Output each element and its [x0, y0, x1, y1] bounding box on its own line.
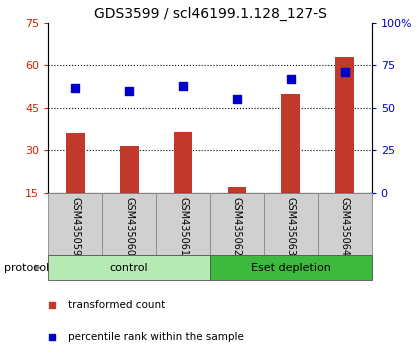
- Bar: [48, 255, 210, 280]
- Point: [287, 76, 294, 82]
- Bar: [156, 193, 210, 255]
- Bar: [173, 132, 192, 193]
- Bar: [210, 193, 264, 255]
- Point: [72, 85, 79, 90]
- Point: [180, 83, 186, 89]
- Text: protocol: protocol: [4, 263, 50, 273]
- Text: GSM435064: GSM435064: [340, 197, 350, 256]
- Bar: [210, 255, 372, 280]
- Text: percentile rank within the sample: percentile rank within the sample: [68, 332, 244, 342]
- Text: transformed count: transformed count: [68, 300, 165, 310]
- Bar: [281, 94, 300, 193]
- Bar: [48, 193, 102, 255]
- Text: control: control: [110, 263, 148, 273]
- Bar: [120, 146, 139, 193]
- Point: [126, 88, 133, 94]
- Text: GSM435060: GSM435060: [124, 197, 134, 256]
- Bar: [228, 187, 247, 193]
- Title: GDS3599 / scl46199.1.128_127-S: GDS3599 / scl46199.1.128_127-S: [94, 6, 326, 21]
- Bar: [335, 57, 354, 193]
- Text: Eset depletion: Eset depletion: [251, 263, 331, 273]
- Text: GSM435061: GSM435061: [178, 197, 188, 256]
- Point: [341, 69, 348, 75]
- Bar: [264, 193, 318, 255]
- Text: GSM435062: GSM435062: [232, 197, 242, 256]
- Bar: [66, 133, 85, 193]
- Bar: [102, 193, 156, 255]
- Bar: [318, 193, 372, 255]
- Text: GSM435059: GSM435059: [70, 197, 80, 256]
- Point: [234, 97, 240, 102]
- Text: GSM435063: GSM435063: [286, 197, 296, 256]
